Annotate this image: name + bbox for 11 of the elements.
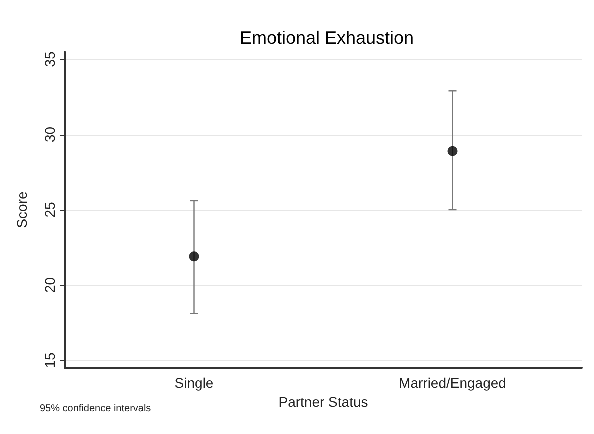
y-tick-label: 20: [42, 277, 58, 294]
x-tick-label: Married/Engaged: [399, 375, 506, 391]
y-tick-label: 35: [42, 52, 58, 68]
text: 95% confidence intervals: [40, 404, 152, 414]
chart-title: Emotional Exhaustion: [240, 28, 414, 48]
x-axis-title: Partner Status: [278, 394, 368, 410]
y-tick-label: 25: [42, 202, 58, 218]
y-tick-label: 30: [42, 126, 58, 143]
x-tick-label: Single: [174, 375, 214, 391]
y-tick-label: 15: [42, 352, 58, 368]
y-axis-title: Score: [14, 192, 30, 228]
